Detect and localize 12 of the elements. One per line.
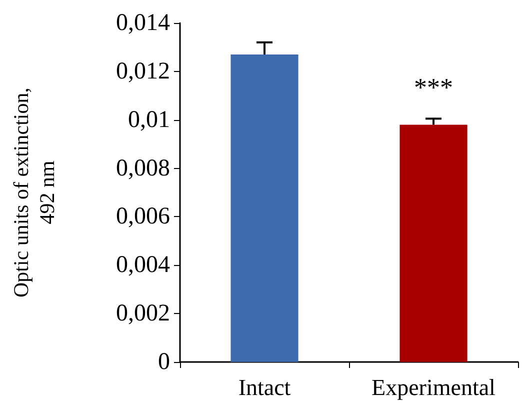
y-tick-label: 0,012 — [116, 58, 170, 84]
y-tick-label: 0,014 — [116, 10, 170, 36]
y-tick-label: 0,01 — [128, 106, 170, 133]
x-tick-label: Intact — [238, 375, 292, 400]
annotation: *** — [414, 73, 453, 102]
y-tick-label: 0,006 — [116, 204, 170, 230]
x-tick-label: Experimental — [372, 375, 496, 400]
y-tick-label: 0,008 — [116, 155, 170, 182]
y-tick-label: 0,004 — [116, 252, 170, 278]
y-axis-title: Optic units of extinction, 492 nm — [9, 88, 59, 298]
y-tick-label: 0 — [158, 349, 170, 375]
y-tick-label: 0,002 — [116, 300, 170, 327]
